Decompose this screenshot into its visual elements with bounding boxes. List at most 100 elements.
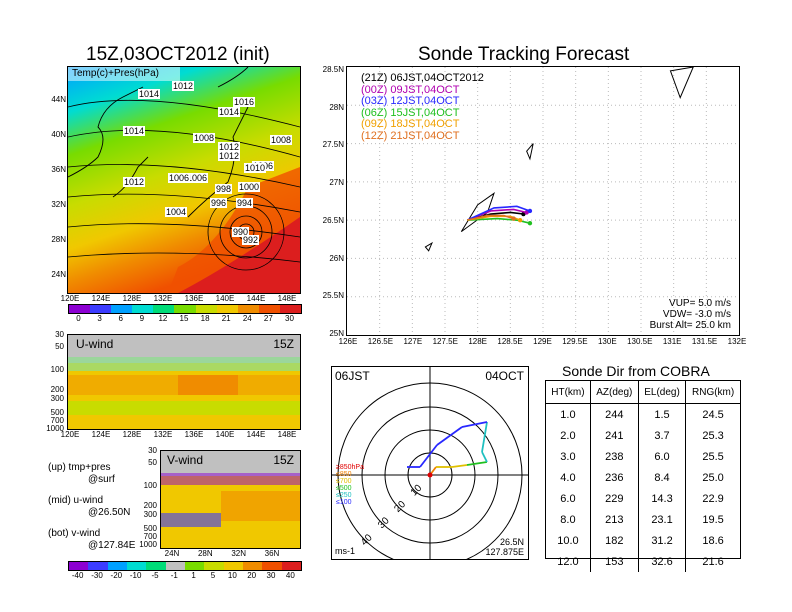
table-cell: 8.4	[638, 467, 687, 488]
kerama-island	[424, 241, 433, 252]
table-cell: 1.0	[546, 403, 591, 425]
hodograph-time: 06JST	[335, 369, 370, 383]
tracking-title: Sonde Tracking Forecast	[418, 44, 630, 65]
table-cell: 25.3	[702, 429, 724, 442]
u-wind-lon-tick: 132E	[153, 430, 173, 439]
table-cell: 3.0	[546, 446, 591, 467]
tracking-lon-tick: 129.5E	[562, 337, 588, 346]
u-wind-lon-tick: 124E	[91, 430, 111, 439]
v-wind-pressure-tick: 300	[143, 510, 157, 519]
temp-colorbar-swatch	[69, 305, 91, 313]
table-header-row: HT(km) AZ(deg) EL(deg) RNG(km)	[546, 381, 740, 404]
hodograph-ring-label: 40	[359, 532, 375, 548]
v-wind-pressure-tick: 30	[148, 446, 157, 455]
table-cell: 244	[590, 403, 639, 425]
tracking-lon-tick: 128E	[468, 337, 487, 346]
table-cell: 3.7	[638, 425, 687, 446]
vdw-param: VDW= -3.0 m/s	[662, 309, 731, 320]
u-wind-pressure-tick: 200	[50, 385, 64, 394]
note-line-6: @127.84E	[88, 540, 136, 551]
v-wind-southerly-band	[221, 491, 300, 521]
temp-colorbar-swatch	[258, 305, 280, 313]
tracking-lat-tick: 25N	[329, 329, 344, 338]
table-cell: 12.0	[546, 551, 591, 572]
wind-colorbar-label: -20	[110, 571, 123, 580]
map-lat-tick: 36N	[51, 165, 66, 174]
isobar-label: 1008	[193, 133, 216, 143]
hodograph-origin	[427, 472, 433, 478]
vup-param: VUP= 5.0 m/s	[669, 298, 731, 309]
tracking-legend-item: (09Z) 18JST,04OCT	[361, 118, 460, 130]
map-lon-tick: 148E	[277, 294, 297, 303]
isobar-label: 1014	[218, 107, 241, 117]
table-row: 3.0 238 6.0 25.5	[546, 446, 740, 467]
isobar-label: 1008	[270, 135, 293, 145]
map-lon-tick: 140E	[215, 294, 235, 303]
u-wind-pressure-tick: 300	[50, 394, 64, 403]
u-wind-pressure-tick: 1000	[46, 424, 64, 433]
isobar-label: 1012	[218, 142, 241, 152]
tracking-svg	[347, 67, 739, 335]
map-lon-tick: 128E	[122, 294, 142, 303]
u-wind-lon-tick: 144E	[246, 430, 266, 439]
map-label-box	[68, 67, 180, 81]
table-cell: 2.0	[546, 425, 591, 446]
u-wind-lon-tick: 140E	[215, 430, 235, 439]
v-wind-lat-tick: 32N	[231, 549, 246, 558]
track-line	[466, 205, 531, 221]
wind-colorbar-label: 40	[285, 571, 295, 580]
table-cell: 10.0	[546, 530, 591, 551]
tracking-legend-item: (06Z) 15JST,04OCT	[361, 106, 460, 119]
temp-colorbar-label: 12	[158, 314, 168, 323]
map-lat-tick: 44N	[51, 95, 66, 104]
tracking-lon-tick: 129E	[533, 337, 552, 346]
v-wind-pressure-tick: 1000	[139, 540, 157, 549]
v-wind-lat-tick: 36N	[264, 549, 280, 558]
wind-colorbar-label: -40	[71, 571, 84, 580]
tracking-lon-tick: 130.5E	[627, 337, 653, 346]
wind-colorbar-swatch	[204, 562, 224, 570]
temp-colorbar-swatch	[279, 305, 302, 313]
hodograph-level: ≤250	[336, 492, 352, 499]
temp-colorbar-label: 24	[242, 314, 252, 323]
tracking-lon-tick: 126.5E	[367, 337, 394, 346]
map-lon-tick: 124E	[91, 294, 111, 303]
temp-colorbar-label: 9	[139, 314, 145, 323]
amami-island	[669, 67, 694, 99]
temp-colorbar-label: 27	[263, 314, 273, 323]
tracking-lat-tick: 25.5N	[322, 291, 344, 301]
wind-colorbar-label: -5	[151, 571, 159, 580]
table-cell: 8.0	[546, 509, 591, 530]
isobar-label: 990	[232, 227, 250, 237]
track-line	[467, 217, 531, 224]
table-header-cell: AZ(deg)	[590, 381, 639, 404]
temp-colorbar-swatch	[111, 305, 133, 313]
track-endpoint	[511, 216, 516, 221]
tracking-lon-tick: 128.5E	[497, 337, 523, 346]
temp-colorbar-label: 15	[179, 314, 189, 323]
isobar-label: 1006	[186, 173, 209, 183]
u-wind-panel: U-wind 15Z	[67, 334, 301, 430]
note-line-3: (mid) u-wind	[48, 495, 104, 506]
map-lat-tick: 32N	[51, 200, 66, 209]
u-wind-upper-band	[68, 357, 300, 371]
temp-colorbar-label: 6	[118, 314, 123, 323]
map-label: Temp(c)+Pres(hPa)	[72, 68, 159, 79]
v-wind-upper-band	[161, 473, 300, 485]
v-wind-northerly-band	[161, 513, 221, 527]
v-wind-svg	[161, 451, 300, 527]
v-wind-pressure-tick: 500	[143, 524, 157, 533]
temp-colorbar-swatch	[153, 305, 175, 313]
temp-colorbar-swatch	[195, 305, 217, 313]
tokunoshima-island	[526, 143, 534, 161]
u-wind-label: U-wind	[76, 337, 114, 351]
table-cell: 213	[590, 509, 639, 530]
isobar-label: 996	[210, 198, 228, 208]
wind-colorbar-swatch	[107, 562, 127, 570]
tracking-lat-tick: 28N	[329, 102, 344, 112]
isobar-label: 1016	[233, 97, 256, 107]
table-cell: 229	[590, 488, 639, 509]
hodograph-panel: 10 20 30 40 06JST 04OCT ms-1 26.5N 127.875E…	[331, 366, 529, 560]
u-wind-lower-band	[68, 401, 300, 415]
